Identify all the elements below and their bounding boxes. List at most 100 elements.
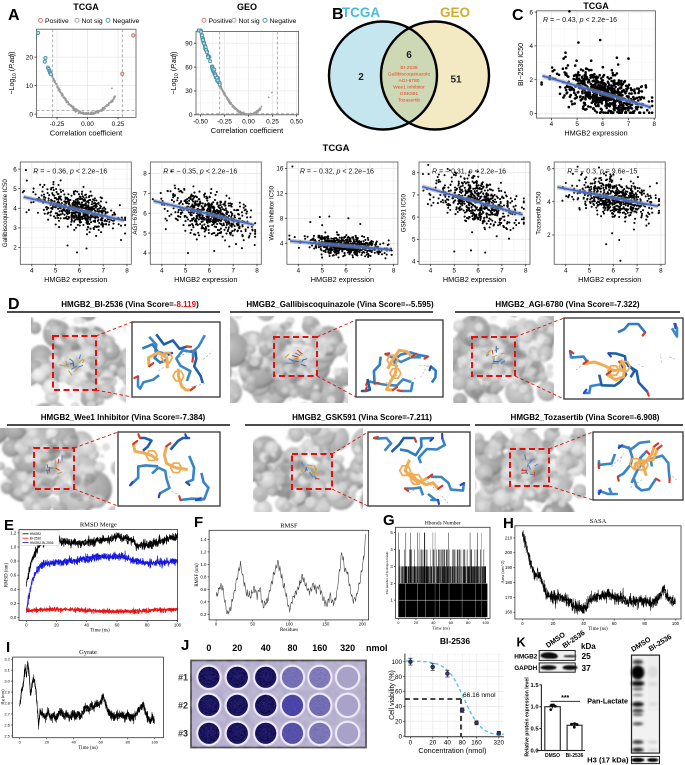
svg-text:2: 2 — [358, 72, 364, 83]
svg-text:25: 25 — [582, 651, 592, 661]
svg-text:6: 6 — [476, 267, 480, 274]
svg-text:0.25: 0.25 — [266, 118, 279, 125]
svg-text:8: 8 — [392, 267, 396, 274]
svg-text:Wee1 Inhibitor IC50: Wee1 Inhibitor IC50 — [268, 185, 275, 240]
svg-text:1.0: 1.0 — [200, 562, 207, 567]
svg-text:1.2: 1.2 — [10, 530, 17, 535]
svg-text:8: 8 — [125, 267, 129, 274]
svg-text:HMGB2 expression: HMGB2 expression — [44, 275, 107, 284]
svg-text:5: 5 — [184, 267, 188, 274]
svg-text:1: 1 — [390, 598, 393, 603]
svg-text:TCGA: TCGA — [73, 2, 99, 12]
svg-text:7: 7 — [143, 191, 147, 198]
svg-text:5: 5 — [412, 237, 416, 244]
svg-text:80: 80 — [395, 674, 403, 681]
svg-text:2.8: 2.8 — [4, 701, 10, 706]
svg-text:Correlation coefficient: Correlation coefficient — [211, 126, 284, 135]
svg-text:Positive: Positive — [45, 18, 69, 25]
svg-text:2: 2 — [13, 245, 17, 252]
svg-text:Hbonds Number: Hbonds Number — [425, 520, 461, 526]
svg-text:2: 2 — [390, 581, 393, 586]
svg-text:160: 160 — [505, 610, 513, 615]
svg-text:-0.50: -0.50 — [193, 118, 208, 125]
svg-text:80: 80 — [642, 621, 647, 626]
svg-text:nmol: nmol — [366, 643, 388, 653]
svg-text:−Log10 (P.adj): −Log10 (P.adj) — [171, 51, 180, 94]
svg-text:3.0: 3.0 — [4, 679, 10, 684]
svg-text:0.0: 0.0 — [531, 749, 539, 755]
svg-text:8: 8 — [280, 216, 284, 223]
svg-text:Concentration (nmol): Concentration (nmol) — [418, 746, 486, 755]
svg-text:H3 (17 kDa): H3 (17 kDa) — [587, 756, 629, 765]
svg-text:6: 6 — [601, 121, 605, 128]
svg-text:Positive: Positive — [209, 18, 233, 25]
svg-text:RMSF (nm): RMSF (nm) — [195, 563, 200, 587]
svg-text:Not sig: Not sig — [239, 18, 260, 25]
svg-text:3.1: 3.1 — [4, 668, 10, 673]
svg-text:20: 20 — [551, 621, 556, 626]
svg-text:8: 8 — [524, 267, 528, 274]
svg-text:20: 20 — [414, 620, 419, 625]
svg-text:200: 200 — [359, 622, 367, 627]
svg-text:6: 6 — [529, 9, 533, 16]
svg-text:320: 320 — [340, 643, 355, 653]
svg-text:80: 80 — [145, 622, 150, 627]
svg-text:0.00: 0.00 — [242, 118, 255, 125]
svg-text:TCGA: TCGA — [583, 1, 609, 11]
svg-text:Gyrate: Gyrate — [79, 649, 97, 656]
svg-text:Time (ns): Time (ns) — [78, 746, 98, 751]
svg-text:#3: #3 — [178, 728, 188, 738]
svg-text:5: 5 — [54, 267, 58, 274]
svg-text:2.5: 2.5 — [4, 733, 10, 738]
svg-text:40: 40 — [581, 621, 586, 626]
svg-text:6: 6 — [406, 50, 412, 61]
svg-text:HMGB2_BI-2536 (Vina Score=-8.1: HMGB2_BI-2536 (Vina Score=-8.119) — [61, 300, 199, 309]
svg-text:-0.25: -0.25 — [217, 118, 232, 125]
svg-text:Pan-Lactate: Pan-Lactate — [587, 697, 628, 706]
svg-text:5: 5 — [143, 230, 147, 237]
svg-text:150: 150 — [322, 622, 330, 627]
svg-text:Wee1 Inhibitor: Wee1 Inhibitor — [393, 85, 425, 91]
svg-text:80: 80 — [287, 643, 297, 653]
svg-text:100: 100 — [151, 740, 158, 745]
svg-text:Tozasertib: Tozasertib — [398, 98, 421, 104]
svg-text:8: 8 — [143, 171, 147, 178]
svg-text:180: 180 — [505, 580, 513, 585]
svg-text:BI−2536 IC50: BI−2536 IC50 — [518, 43, 525, 86]
svg-text:0: 0 — [19, 740, 22, 745]
svg-text:0: 0 — [206, 643, 211, 653]
svg-text:20: 20 — [232, 643, 242, 653]
svg-text:AGI-6780: AGI-6780 — [399, 78, 420, 84]
svg-text:G: G — [383, 512, 395, 529]
svg-text:4: 4 — [429, 267, 433, 274]
svg-text:7: 7 — [231, 267, 235, 274]
svg-text:4: 4 — [280, 241, 284, 248]
svg-text:Not sig: Not sig — [82, 18, 103, 25]
svg-text:20: 20 — [429, 740, 437, 747]
svg-text:TCGA: TCGA — [323, 143, 350, 154]
svg-text:RMSF: RMSF — [280, 522, 298, 529]
svg-text:TCGA: TCGA — [342, 5, 380, 20]
svg-text:7: 7 — [627, 121, 631, 128]
svg-text:5: 5 — [390, 530, 393, 535]
svg-text:HMGB2: HMGB2 — [30, 532, 42, 536]
svg-text:160: 160 — [471, 740, 482, 747]
svg-text:1.0: 1.0 — [10, 545, 17, 550]
svg-text:AGI−6780 IC50: AGI−6780 IC50 — [132, 191, 139, 234]
svg-text:5: 5 — [453, 267, 457, 274]
svg-text:0.5: 0.5 — [531, 727, 540, 733]
svg-text:R = − 0.35, p < 2.2e−16: R = − 0.35, p < 2.2e−16 — [163, 169, 237, 176]
svg-text:0: 0 — [529, 111, 533, 118]
svg-text:E: E — [4, 517, 14, 534]
svg-text:60: 60 — [98, 740, 103, 745]
svg-text:66.16 nmol: 66.16 nmol — [463, 692, 496, 699]
svg-text:6: 6 — [547, 166, 551, 173]
svg-text:C: C — [512, 7, 524, 24]
svg-text:2.6: 2.6 — [4, 723, 10, 728]
svg-text:40: 40 — [84, 622, 89, 627]
svg-text:4: 4 — [547, 199, 551, 206]
svg-text:60: 60 — [395, 689, 403, 696]
svg-text:Time (ns): Time (ns) — [90, 629, 110, 634]
svg-text:4: 4 — [412, 259, 416, 266]
svg-text:K: K — [517, 636, 526, 650]
